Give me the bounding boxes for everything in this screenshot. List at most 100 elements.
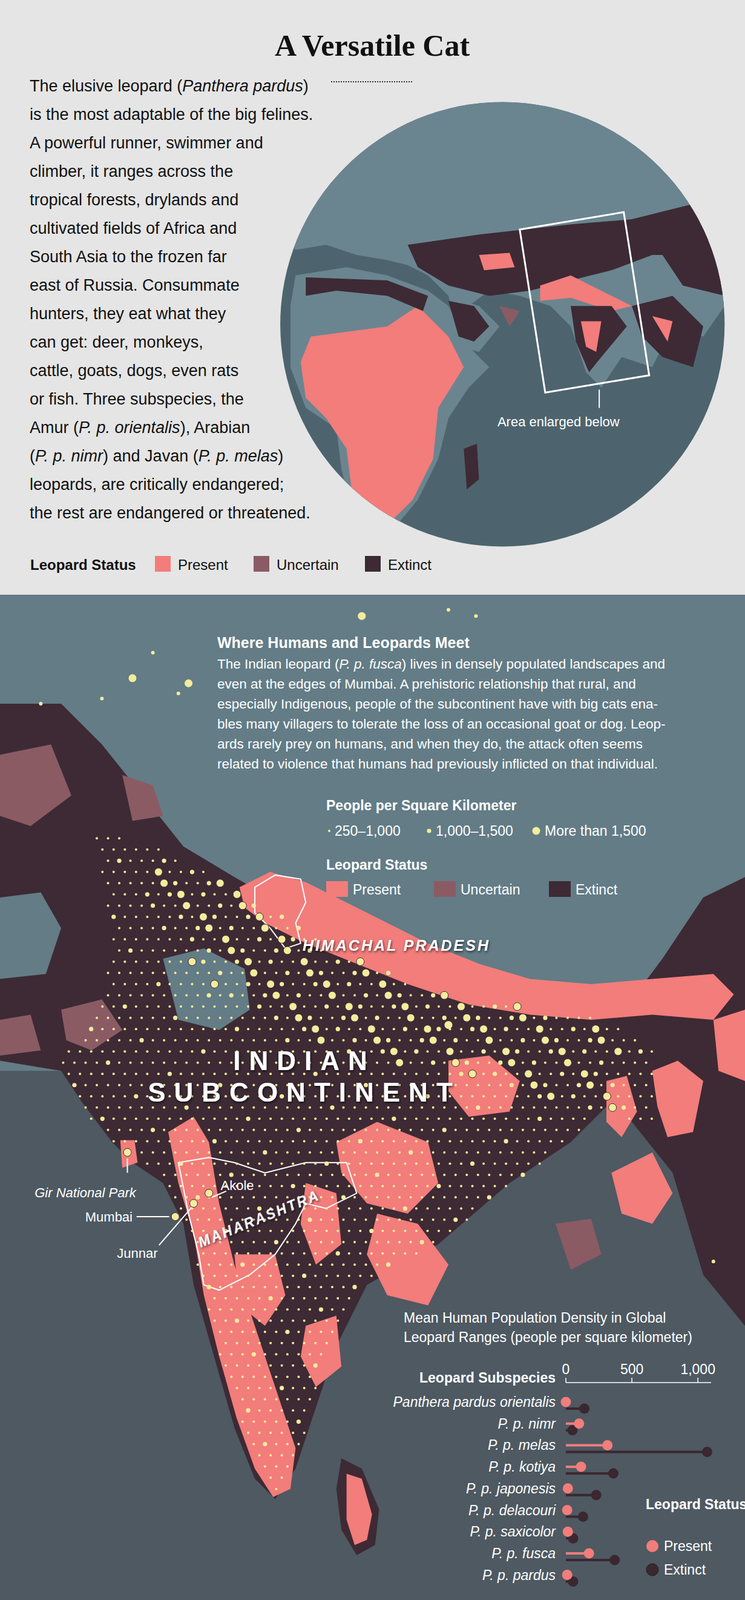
density-dot xyxy=(258,1385,261,1389)
density-dot xyxy=(268,1295,273,1300)
density-dot xyxy=(118,903,121,906)
density-dot xyxy=(151,858,155,862)
density-dot xyxy=(473,613,478,618)
density-dot xyxy=(432,1172,435,1176)
density-dot xyxy=(157,847,160,851)
density-dot xyxy=(252,925,255,929)
range-present xyxy=(346,1472,373,1544)
density-dot xyxy=(154,867,163,876)
density-dot xyxy=(432,1240,435,1243)
density-dot xyxy=(224,1363,227,1366)
density-dot xyxy=(571,1026,576,1031)
text-part: ) xyxy=(401,656,407,672)
density-dot xyxy=(342,1307,345,1310)
density-dot xyxy=(566,1016,569,1019)
density-dot xyxy=(145,959,149,963)
range-extinct xyxy=(448,300,490,342)
density-dot xyxy=(605,1049,609,1052)
density-dot xyxy=(246,1430,250,1434)
density-dot xyxy=(537,1115,542,1121)
density-dot xyxy=(600,1083,603,1086)
density-dot xyxy=(628,1049,631,1052)
density-dot xyxy=(179,982,183,985)
density-dot xyxy=(426,1071,429,1075)
density-dot xyxy=(554,1037,559,1042)
density-dot xyxy=(482,1161,485,1164)
density-dot xyxy=(593,1071,598,1076)
density-dot xyxy=(462,1013,471,1021)
density-dot xyxy=(118,971,121,974)
density-dot xyxy=(190,1049,194,1052)
density-dot xyxy=(325,1027,329,1030)
density-dot xyxy=(151,1150,155,1153)
density-dot xyxy=(409,993,413,997)
density-dot xyxy=(482,1071,485,1075)
range-present xyxy=(540,275,633,312)
density-dot xyxy=(563,1057,572,1066)
density-dot xyxy=(471,1094,474,1097)
density-dot xyxy=(185,1038,188,1041)
density-dot xyxy=(246,937,250,940)
density-dot xyxy=(236,1251,239,1254)
density-dot xyxy=(482,1004,485,1008)
density-dot xyxy=(246,1138,250,1142)
density-dot xyxy=(542,1014,548,1020)
density-dot xyxy=(157,1071,160,1075)
density-dot xyxy=(263,1195,267,1198)
density-dot xyxy=(162,858,167,863)
density-dot xyxy=(123,1027,126,1030)
density-dot xyxy=(331,1284,334,1288)
density-dot xyxy=(134,959,138,963)
density-dot xyxy=(381,1206,384,1210)
density-dot xyxy=(291,1229,295,1232)
density-dot xyxy=(229,1352,233,1355)
density-dot xyxy=(157,959,160,963)
density-dot xyxy=(342,993,345,997)
density-dot xyxy=(123,1094,126,1097)
density-dot xyxy=(274,1352,278,1355)
density-dot xyxy=(190,869,195,874)
density-dot xyxy=(549,1116,552,1120)
legend-dot xyxy=(328,829,331,832)
density-dot xyxy=(582,1048,587,1054)
category-label: P. p. delacouri xyxy=(468,1501,557,1518)
density-dot xyxy=(358,982,362,985)
density-dot xyxy=(280,1318,284,1322)
density-dot xyxy=(140,948,143,951)
density-dot xyxy=(269,937,272,940)
density-dot xyxy=(504,1161,508,1164)
density-dot xyxy=(258,959,261,963)
density-dot xyxy=(112,1027,115,1030)
density-dot xyxy=(202,1273,205,1277)
density-dot xyxy=(367,1024,376,1033)
density-dot xyxy=(219,1307,222,1310)
lollipop-stem xyxy=(565,1557,615,1561)
text-part: ) xyxy=(180,418,186,437)
density-dot xyxy=(112,1049,115,1052)
density-dot xyxy=(493,1183,497,1187)
density-dot xyxy=(134,847,138,851)
text-part: especially Indigenous, people of the sub… xyxy=(217,695,658,712)
density-dot xyxy=(547,1091,555,1100)
top-background xyxy=(0,0,745,595)
state-outline xyxy=(178,1156,358,1290)
density-dot xyxy=(370,1251,373,1254)
density-dot xyxy=(561,1094,564,1097)
density-dot xyxy=(482,1116,485,1120)
density-dot xyxy=(244,957,253,966)
density-dot xyxy=(538,1161,542,1164)
density-dot xyxy=(527,1138,530,1142)
range-present xyxy=(652,1059,704,1136)
density-dot xyxy=(118,881,121,884)
density-dot xyxy=(406,1013,415,1021)
density-dot xyxy=(269,1363,272,1366)
density-dot xyxy=(358,1027,362,1030)
range-uncertain xyxy=(122,774,163,821)
callout: Area enlarged below xyxy=(497,413,620,430)
density-dot xyxy=(358,1229,362,1232)
text-part: or fish. Three subspecies, the xyxy=(29,389,244,408)
density-dot xyxy=(107,1083,110,1086)
density-dot xyxy=(364,1240,368,1243)
density-dot xyxy=(650,1116,654,1120)
intro-line: climber, it ranges across the xyxy=(29,162,234,181)
